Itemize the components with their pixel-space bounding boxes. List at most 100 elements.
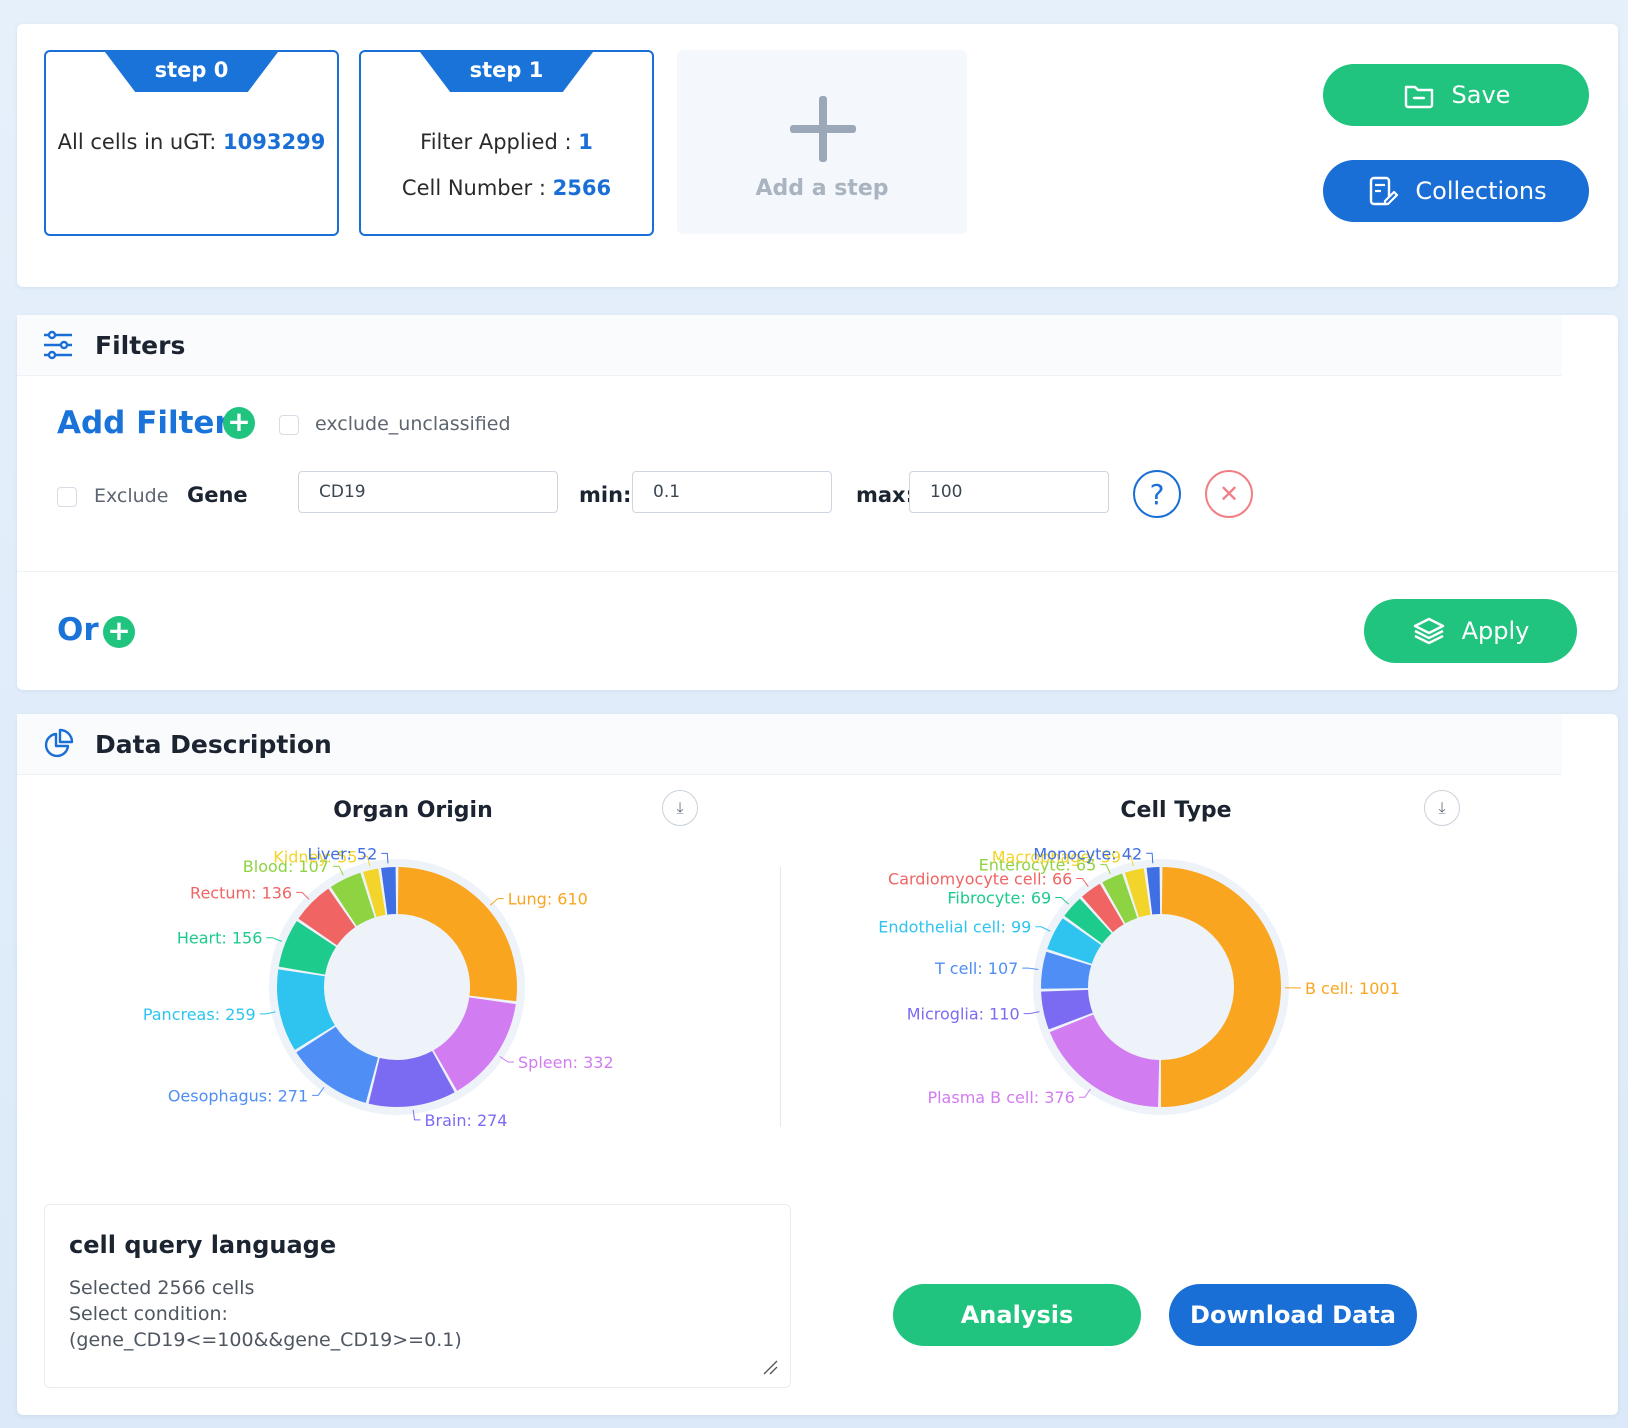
celltype-leader-enterocyte [1100, 864, 1111, 875]
add-step-label: Add a step [755, 176, 889, 201]
organ-leader-lung [489, 898, 504, 906]
organ-leader-pancreas [259, 1011, 276, 1015]
cql-condition-value: (gene_CD19<=100&&gene_CD19>=0.1) [69, 1329, 462, 1351]
cell-type-donut-chart: B cell: 1001 Plasma B cell: 376 Microglia:… [878, 844, 1400, 1115]
add-or-group-button[interactable]: + [103, 616, 135, 648]
resize-handle-icon[interactable] [762, 1359, 778, 1375]
celltype-slice-endothelial-cell[interactable] [1047, 918, 1102, 964]
organ-label-blood: Blood: 107 [243, 857, 329, 876]
exclude-unclassified-label: exclude_unclassified [315, 413, 511, 435]
pie-chart-icon [44, 728, 74, 758]
step-1-cell-count: 2566 [552, 176, 612, 200]
cql-selected-line: Selected 2566 cells [69, 1277, 255, 1299]
celltype-slice-microglia[interactable] [1041, 989, 1093, 1030]
organ-download-button[interactable]: ⤓ [662, 790, 698, 826]
download-icon: ⤓ [1438, 798, 1446, 817]
celltype-slice-monocyte[interactable] [1146, 867, 1161, 915]
step-1-cell-label: Cell Number : [401, 176, 553, 200]
organ-slice-spleen[interactable] [433, 997, 516, 1091]
apply-button[interactable]: Apply [1364, 599, 1577, 663]
organ-slice-oesophagus[interactable] [296, 1026, 379, 1103]
organ-label-rectum: Rectum: 136 [190, 883, 292, 902]
organ-leader-kidney [361, 855, 371, 867]
organ-leader-oesophagus [312, 1086, 325, 1096]
celltype-slice-macrophage[interactable] [1124, 868, 1151, 918]
celltype-slice-enterocyte[interactable] [1102, 873, 1138, 924]
celltype-leader-microglia [1023, 1011, 1040, 1015]
organ-label-pancreas: Pancreas: 259 [143, 1005, 256, 1024]
gene-input[interactable]: CD19 [298, 471, 558, 513]
celltype-leader-fibrocyte [1055, 897, 1070, 905]
organ-slice-heart[interactable] [278, 921, 337, 975]
celltype-slice-cardiomyocyte-cell[interactable] [1081, 883, 1124, 933]
filters-title: Filters [95, 330, 186, 360]
organ-slice-pancreas[interactable] [277, 969, 335, 1050]
data-description-panel: Data Description Organ Origin ⤓ Cell Typ… [17, 714, 1618, 1415]
exclude-unclassified-checkbox[interactable] [279, 415, 299, 435]
data-description-title: Data Description [95, 729, 332, 759]
exclude-checkbox[interactable] [57, 487, 77, 507]
add-filter-button[interactable]: + [223, 407, 255, 439]
analysis-button[interactable]: Analysis [893, 1284, 1141, 1346]
help-icon: ? [1149, 477, 1165, 511]
organ-label-liver: Liver: 52 [307, 844, 377, 863]
organ-label-brain: Brain: 274 [425, 1111, 508, 1130]
celltype-label-macrophage: Macrophage: 59 [992, 847, 1121, 866]
cell-query-textarea[interactable]: cell query language Selected 2566 cells … [44, 1204, 791, 1388]
organ-leader-blood [332, 865, 344, 876]
edit-note-icon [1370, 176, 1399, 206]
celltype-download-button[interactable]: ⤓ [1424, 790, 1460, 826]
collections-button[interactable]: Collections [1323, 160, 1589, 222]
step-0-card[interactable]: step 0 All cells in uGT: 1093299 [44, 50, 339, 236]
celltype-slice-fibrocyte[interactable] [1064, 898, 1112, 944]
organ-slice-liver[interactable] [381, 867, 397, 915]
step-0-label: All cells in uGT: [57, 130, 224, 154]
cql-title: cell query language [69, 1231, 337, 1259]
help-button[interactable]: ? [1133, 470, 1181, 518]
step-1-filter-line: Filter Applied : 1 [361, 130, 652, 154]
organ-slice-kidney[interactable] [363, 868, 386, 917]
organ-slice-blood[interactable] [330, 872, 375, 927]
save-button[interactable]: Save [1323, 64, 1589, 126]
celltype-label-monocyte: Monocyte: 42 [1033, 844, 1142, 863]
celltype-label-plasma-b-cell: Plasma B cell: 376 [927, 1088, 1074, 1107]
celltype-leader-plasma-b-cell [1078, 1088, 1091, 1098]
organ-label-heart: Heart: 156 [177, 929, 263, 948]
celltype-label-fibrocyte: Fibrocyte: 69 [947, 889, 1051, 908]
step-0-cell-count: 1093299 [223, 130, 326, 154]
folder-icon [1404, 85, 1433, 109]
organ-slice-rectum[interactable] [298, 888, 356, 946]
celltype-leader-monocyte [1146, 852, 1154, 864]
cql-condition-label: Select condition: [69, 1303, 228, 1325]
celltype-chart-title: Cell Type [1120, 798, 1232, 823]
organ-leader-heart [266, 937, 282, 942]
collections-label: Collections [1415, 177, 1547, 205]
min-label: min: [579, 483, 632, 507]
organ-label-kidney: Kidney: 55 [273, 847, 357, 866]
organ-origin-donut-chart: Lung: 610 Spleen: 332 Brain: 274 Oesophagus… [143, 844, 614, 1130]
step-1-filter-count: 1 [578, 130, 593, 154]
min-input[interactable]: 0.1 [632, 471, 832, 513]
step-0-summary: All cells in uGT: 1093299 [46, 130, 337, 154]
organ-slice-brain[interactable] [368, 1051, 455, 1107]
celltype-slice-plasma-b-cell[interactable] [1049, 1014, 1160, 1107]
steps-panel: step 0 All cells in uGT: 1093299 step 1 … [17, 24, 1618, 287]
organ-label-lung: Lung: 610 [508, 890, 588, 909]
close-icon: ✕ [1218, 480, 1240, 508]
celltype-slice-t-cell[interactable] [1041, 951, 1092, 989]
celltype-leader-macrophage [1125, 855, 1134, 867]
add-step-button[interactable]: Add a step [677, 50, 967, 234]
step-1-tab: step 1 [418, 50, 595, 92]
celltype-slice-b-cell[interactable] [1160, 867, 1281, 1107]
max-input[interactable]: 100 [909, 471, 1109, 513]
save-label: Save [1451, 81, 1511, 109]
step-1-card[interactable]: step 1 Filter Applied : 1 Cell Number : … [359, 50, 654, 236]
data-description-header: Data Description [17, 714, 1562, 775]
max-label: max: [856, 483, 914, 507]
download-data-button[interactable]: Download Data [1169, 1284, 1417, 1346]
plus-icon [790, 96, 856, 162]
filters-header: Filters [17, 315, 1562, 376]
organ-slice-lung[interactable] [397, 867, 517, 1002]
remove-filter-button[interactable]: ✕ [1205, 470, 1253, 518]
celltype-leader-t-cell [1022, 967, 1039, 970]
